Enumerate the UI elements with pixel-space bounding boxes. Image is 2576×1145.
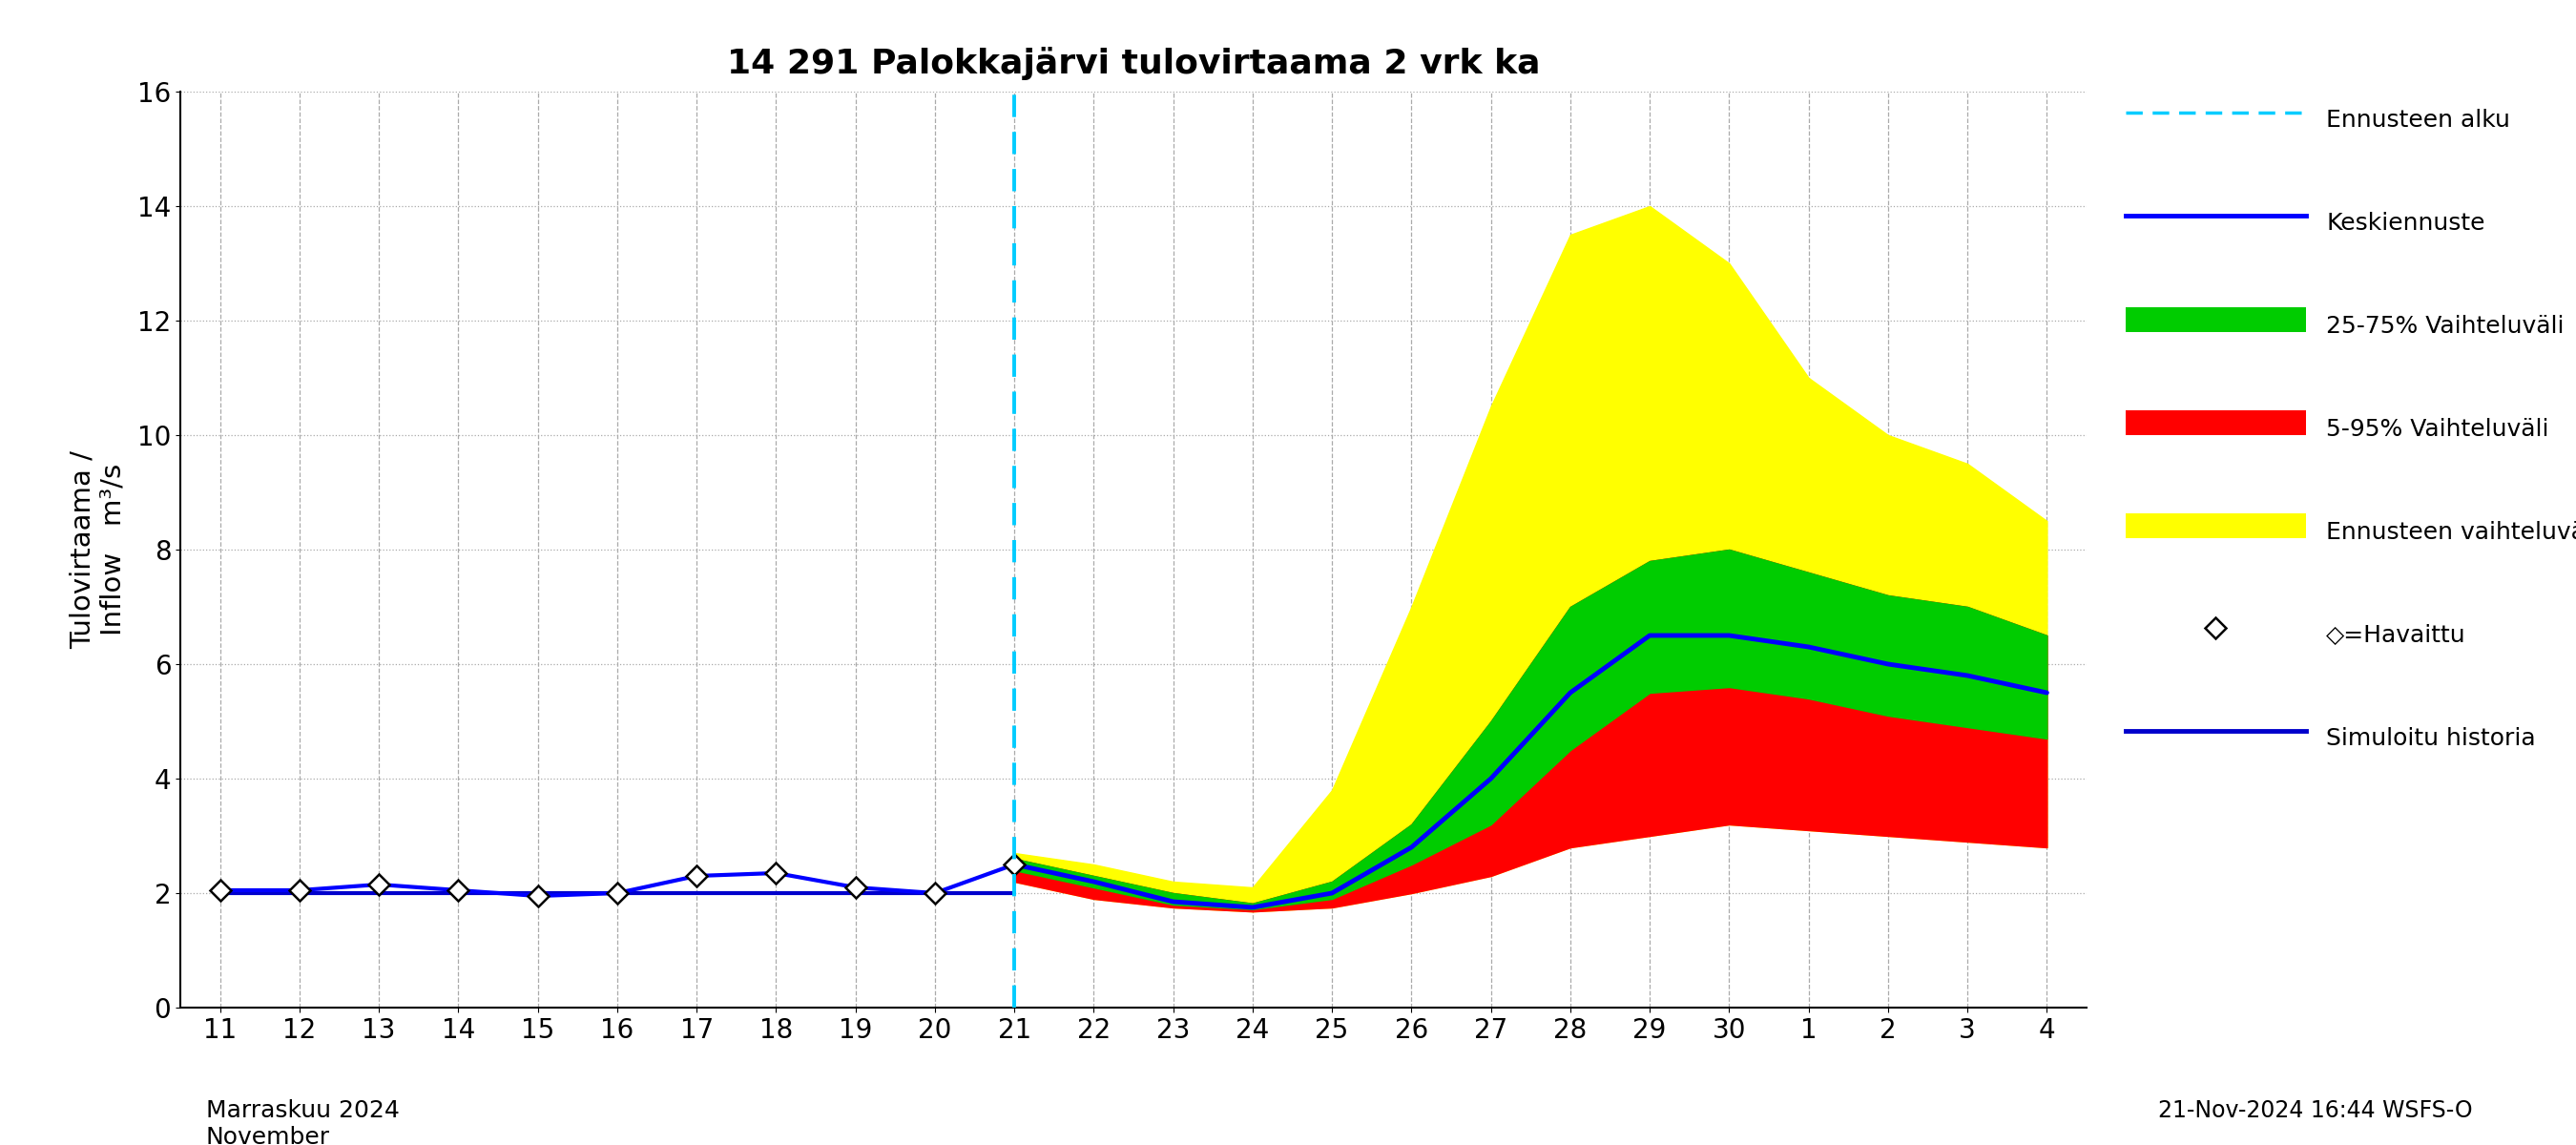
Text: 5-95% Vaihteluväli: 5-95% Vaihteluväli [2326,418,2548,441]
Text: 21-Nov-2024 16:44 WSFS-O: 21-Nov-2024 16:44 WSFS-O [2159,1099,2473,1122]
Text: Simuloitu historia: Simuloitu historia [2326,727,2535,750]
Text: Marraskuu 2024
November: Marraskuu 2024 November [206,1099,399,1145]
Text: ◇=Havaittu: ◇=Havaittu [2326,624,2465,647]
Text: Keskiennuste: Keskiennuste [2326,212,2486,235]
Text: 25-75% Vaihteluväli: 25-75% Vaihteluväli [2326,315,2563,338]
Title: 14 291 Palokkajärvi tulovirtaama 2 vrk ka: 14 291 Palokkajärvi tulovirtaama 2 vrk k… [726,46,1540,80]
Y-axis label: Tulovirtaama /
Inflow   m³/s: Tulovirtaama / Inflow m³/s [70,450,126,649]
Text: Ennusteen vaihteluväli: Ennusteen vaihteluväli [2326,521,2576,544]
Text: Ennusteen alku: Ennusteen alku [2326,109,2509,132]
